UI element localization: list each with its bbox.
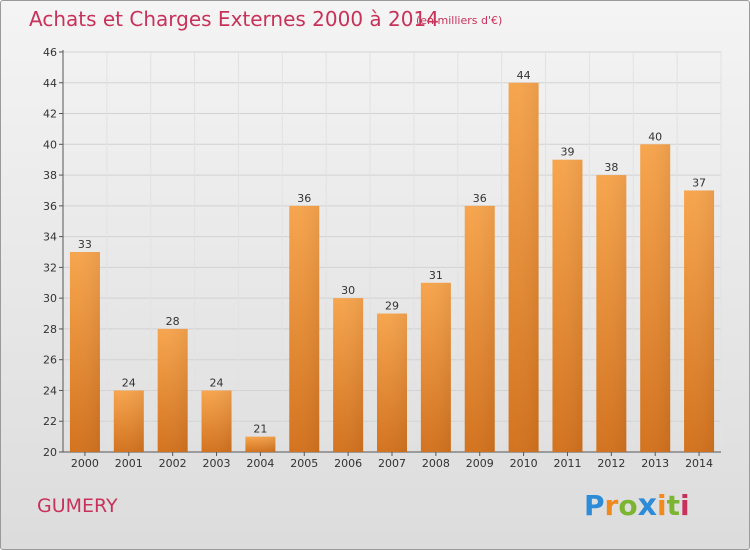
value-label: 39 xyxy=(560,146,574,159)
bar-shade-2005 xyxy=(289,205,320,452)
bar-shade-2012 xyxy=(596,175,627,453)
y-tick-label: 34 xyxy=(43,231,57,244)
bar-shade-2009 xyxy=(464,205,495,452)
x-tick-label: 2008 xyxy=(422,457,450,470)
y-tick-label: 22 xyxy=(43,415,57,428)
x-tick-label: 2000 xyxy=(71,457,99,470)
y-tick-label: 28 xyxy=(43,323,57,336)
bar-shade-2002 xyxy=(157,328,188,452)
y-tick-label: 42 xyxy=(43,108,57,121)
x-tick-label: 2010 xyxy=(510,457,538,470)
bar-shade-2004 xyxy=(245,436,276,452)
x-tick-label: 2013 xyxy=(641,457,669,470)
proxiti-logo: Proxiti xyxy=(584,488,690,523)
x-tick-label: 2001 xyxy=(115,457,143,470)
value-label: 33 xyxy=(78,238,92,251)
bar-shade-2014 xyxy=(684,190,715,452)
bar-shade-2010 xyxy=(508,82,539,453)
value-label: 36 xyxy=(473,192,487,205)
bar-shade-2001 xyxy=(113,390,144,452)
value-label: 28 xyxy=(166,315,180,328)
y-tick-label: 20 xyxy=(43,446,57,459)
x-tick-label: 2003 xyxy=(203,457,231,470)
label-layer: 33 24 28 24 21 36 30 29 31 36 44 39 38 40 37 xyxy=(78,69,706,436)
y-tick-label: 32 xyxy=(43,261,57,274)
y-tick-label: 26 xyxy=(43,354,57,367)
y-tick-label: 38 xyxy=(43,169,57,182)
bar-shade-2008 xyxy=(420,282,451,452)
chart-title: Achats et Charges Externes 2000 à 2014 xyxy=(29,7,439,31)
y-tick-label: 30 xyxy=(43,292,57,305)
x-tick-label: 2011 xyxy=(553,457,581,470)
value-label: 40 xyxy=(648,130,662,143)
x-tick-label: 2007 xyxy=(378,457,406,470)
value-label: 44 xyxy=(517,69,531,82)
bar-shade-2000 xyxy=(69,252,100,452)
value-label: 21 xyxy=(253,423,267,436)
axis-layer: 20 22 24 26 28 30 32 34 36 38 40 42 44 46 2000 2001 2002… xyxy=(43,46,721,470)
chart-subtitle: (en milliers d'€) xyxy=(416,14,503,27)
value-label: 31 xyxy=(429,269,443,282)
x-tick-label: 2012 xyxy=(597,457,625,470)
value-label: 30 xyxy=(341,284,355,297)
bar-shade-2006 xyxy=(333,298,364,452)
value-label: 29 xyxy=(385,300,399,313)
y-tick-label: 44 xyxy=(43,77,57,90)
bar-shade-2011 xyxy=(552,159,583,452)
svg-text:Proxiti: Proxiti xyxy=(584,488,690,523)
x-tick-label: 2006 xyxy=(334,457,362,470)
value-label: 38 xyxy=(604,161,618,174)
value-label: 37 xyxy=(692,176,706,189)
bar-layer xyxy=(69,82,715,453)
bar-shade-2003 xyxy=(201,390,232,452)
bar-shade-2013 xyxy=(640,144,671,453)
x-tick-label: 2014 xyxy=(685,457,713,470)
x-tick-label: 2004 xyxy=(246,457,274,470)
y-tick-label: 46 xyxy=(43,46,57,59)
value-label: 24 xyxy=(210,376,224,389)
y-tick-label: 24 xyxy=(43,384,57,397)
x-tick-label: 2009 xyxy=(466,457,494,470)
y-tick-label: 36 xyxy=(43,200,57,213)
y-tick-label: 40 xyxy=(43,138,57,151)
x-tick-label: 2002 xyxy=(159,457,187,470)
value-label: 24 xyxy=(122,376,136,389)
value-label: 36 xyxy=(297,192,311,205)
commune-name: GUMERY xyxy=(37,495,118,517)
x-tick-label: 2005 xyxy=(290,457,318,470)
bar-shade-2007 xyxy=(377,313,407,452)
